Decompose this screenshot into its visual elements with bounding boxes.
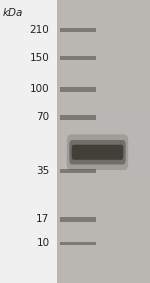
FancyBboxPatch shape: [60, 217, 96, 222]
Bar: [57, 108, 150, 113]
FancyBboxPatch shape: [60, 241, 96, 245]
Bar: [57, 74, 150, 79]
FancyBboxPatch shape: [67, 134, 128, 170]
Bar: [57, 62, 150, 68]
Bar: [57, 142, 150, 147]
Bar: [57, 153, 150, 158]
Bar: [57, 51, 150, 57]
Bar: [57, 204, 150, 209]
Bar: [57, 266, 150, 272]
Text: 100: 100: [30, 84, 50, 94]
Bar: [57, 96, 150, 102]
Bar: [57, 209, 150, 215]
Bar: [57, 40, 150, 45]
Bar: [57, 181, 150, 187]
Bar: [57, 255, 150, 260]
Bar: [57, 158, 150, 164]
Bar: [57, 226, 150, 232]
Bar: [57, 192, 150, 198]
Bar: [57, 113, 150, 119]
Text: 35: 35: [36, 166, 50, 176]
Bar: [57, 175, 150, 181]
Bar: [57, 23, 150, 28]
Bar: [57, 130, 150, 136]
Bar: [57, 57, 150, 62]
Text: kDa: kDa: [3, 8, 23, 18]
Bar: [57, 277, 150, 283]
Bar: [57, 170, 150, 175]
Text: 10: 10: [36, 238, 50, 248]
Bar: [57, 243, 150, 249]
Bar: [57, 272, 150, 277]
Bar: [57, 11, 150, 17]
Bar: [57, 17, 150, 23]
Bar: [57, 34, 150, 40]
Bar: [57, 6, 150, 11]
Bar: [57, 136, 150, 142]
Bar: [57, 147, 150, 153]
FancyBboxPatch shape: [60, 28, 96, 31]
FancyBboxPatch shape: [60, 115, 96, 120]
Bar: [57, 238, 150, 243]
Bar: [57, 79, 150, 85]
Bar: [57, 260, 150, 266]
Text: 17: 17: [36, 214, 50, 224]
Bar: [57, 119, 150, 125]
FancyBboxPatch shape: [60, 87, 96, 92]
Text: 150: 150: [30, 53, 50, 63]
FancyBboxPatch shape: [60, 56, 96, 60]
FancyBboxPatch shape: [60, 169, 96, 173]
Bar: [57, 102, 150, 108]
Bar: [57, 164, 150, 170]
Bar: [57, 232, 150, 238]
Bar: [57, 221, 150, 226]
FancyBboxPatch shape: [69, 140, 126, 164]
Bar: [57, 28, 150, 34]
Text: 70: 70: [36, 112, 50, 123]
Bar: [57, 68, 150, 74]
FancyBboxPatch shape: [72, 145, 123, 160]
Bar: [57, 187, 150, 192]
Bar: [57, 0, 150, 283]
Bar: [57, 125, 150, 130]
Bar: [57, 198, 150, 204]
Bar: [57, 85, 150, 91]
Bar: [57, 45, 150, 51]
Text: 210: 210: [30, 25, 50, 35]
Bar: [57, 249, 150, 255]
Bar: [57, 215, 150, 221]
Bar: [57, 91, 150, 96]
Bar: [57, 0, 150, 6]
